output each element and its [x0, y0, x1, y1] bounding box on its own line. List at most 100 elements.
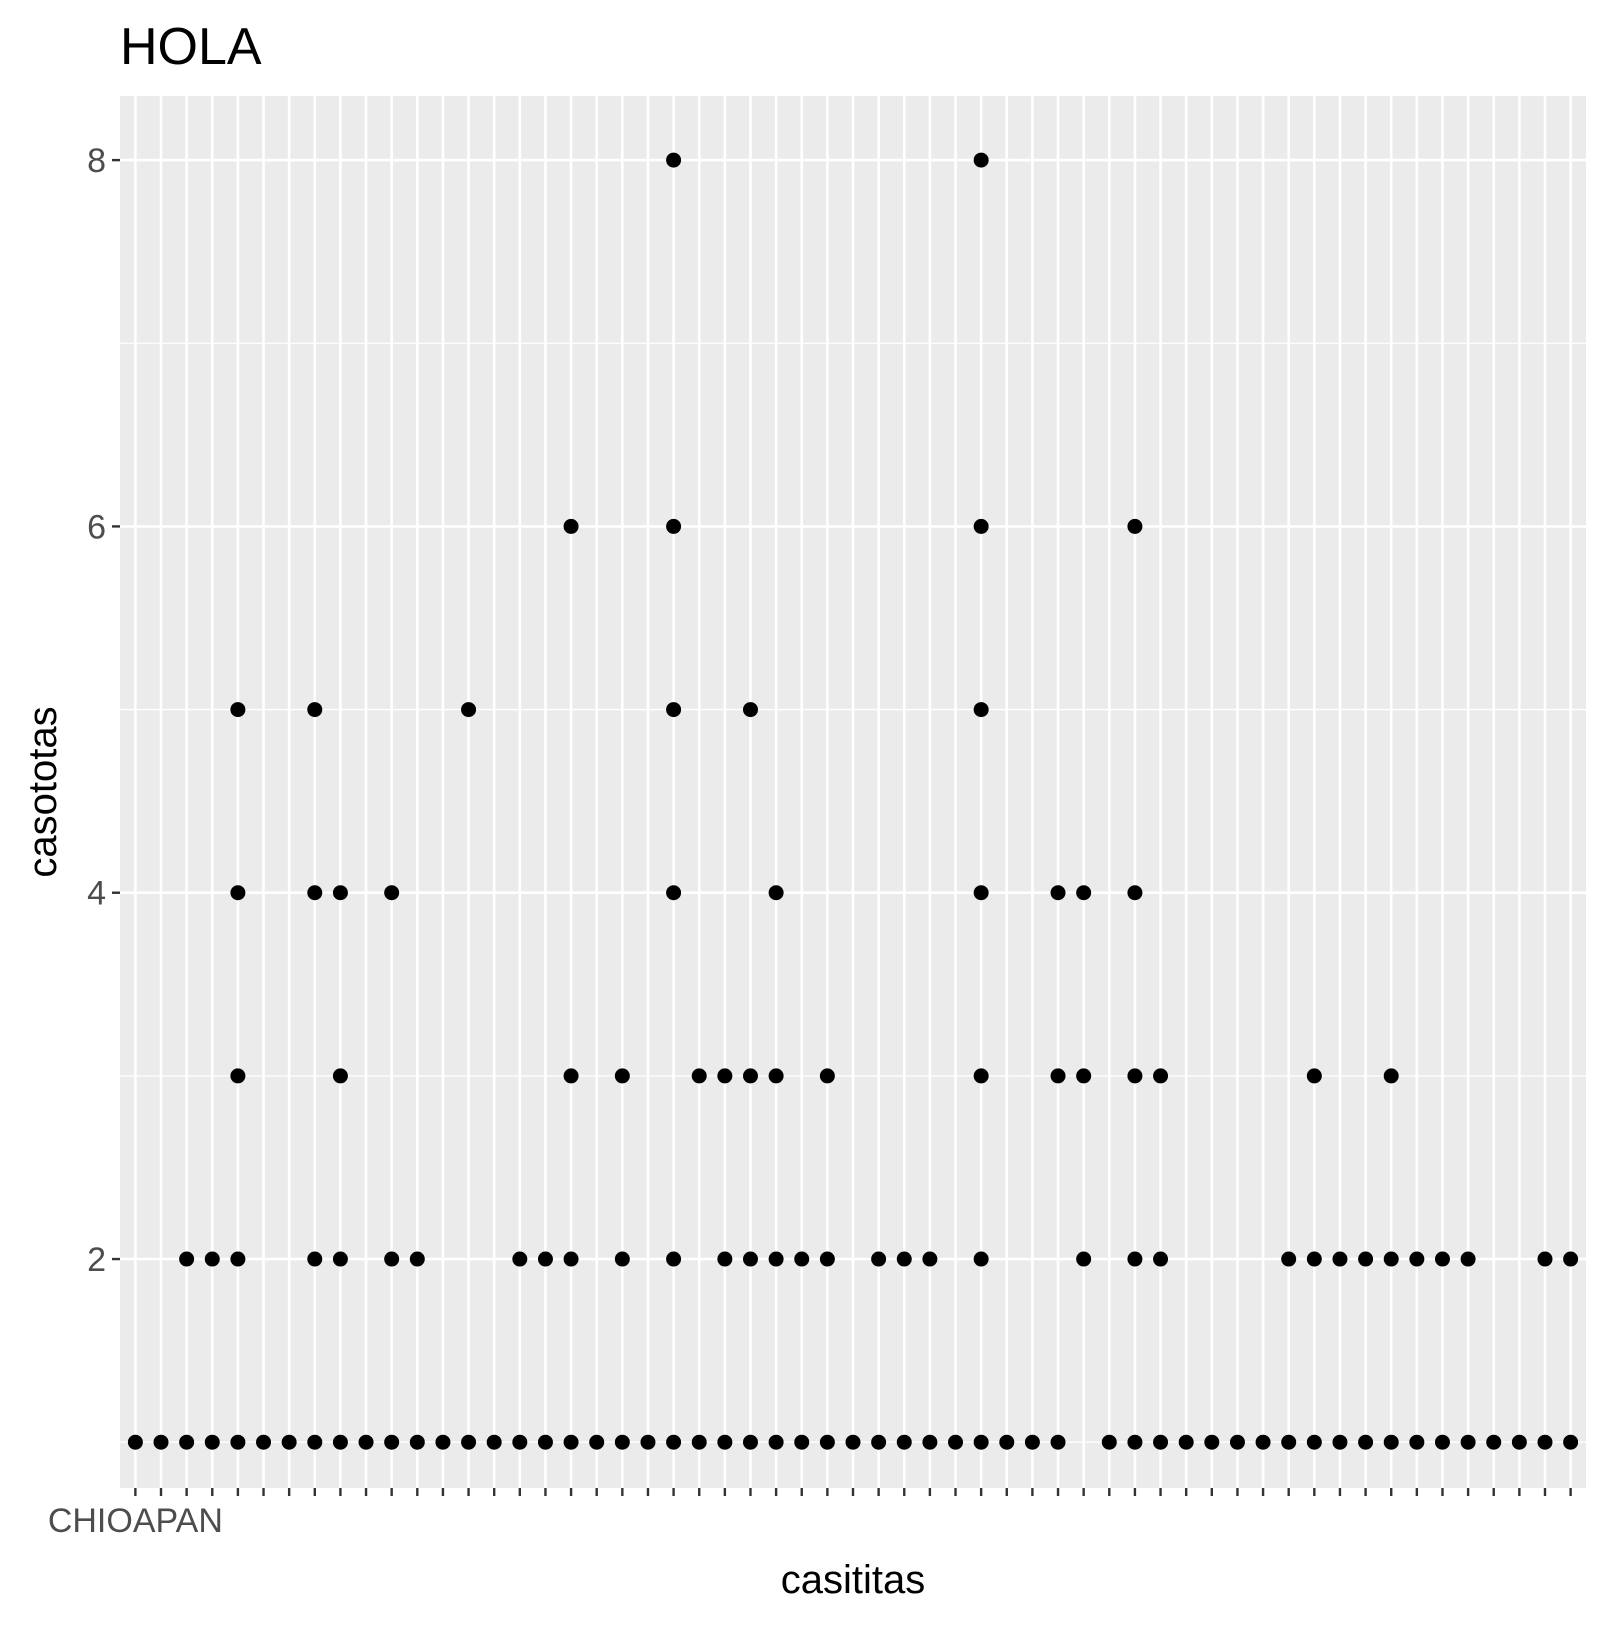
y-tick-label: 8: [87, 142, 106, 180]
data-point: [332, 1251, 348, 1267]
data-point: [1383, 1068, 1399, 1084]
data-point: [819, 1068, 835, 1084]
data-point: [384, 1251, 400, 1267]
data-point: [1537, 1434, 1553, 1450]
data-point: [1050, 1434, 1066, 1450]
data-point: [999, 1434, 1015, 1450]
data-point: [537, 1434, 553, 1450]
data-point: [179, 1251, 195, 1267]
chart-title: HOLA: [120, 18, 262, 76]
data-point: [1358, 1434, 1374, 1450]
data-point: [896, 1251, 912, 1267]
data-point: [1409, 1434, 1425, 1450]
data-point: [1050, 885, 1066, 901]
data-point: [563, 1251, 579, 1267]
data-point: [1460, 1434, 1476, 1450]
data-point: [1127, 518, 1143, 534]
data-point: [1204, 1434, 1220, 1450]
data-point: [230, 702, 246, 718]
data-point: [1358, 1251, 1374, 1267]
data-point: [871, 1251, 887, 1267]
data-point: [666, 1251, 682, 1267]
data-point: [307, 885, 323, 901]
data-point: [742, 1068, 758, 1084]
data-point: [1563, 1251, 1579, 1267]
y-tick-label: 6: [87, 508, 106, 546]
data-point: [589, 1434, 605, 1450]
data-point: [666, 702, 682, 718]
data-point: [1281, 1434, 1297, 1450]
data-point: [973, 702, 989, 718]
data-point: [1511, 1434, 1527, 1450]
data-point: [1383, 1434, 1399, 1450]
data-point: [922, 1251, 938, 1267]
data-point: [1127, 1434, 1143, 1450]
data-point: [1050, 1068, 1066, 1084]
points-layer: [127, 152, 1579, 1450]
data-point: [640, 1434, 656, 1450]
data-point: [717, 1251, 733, 1267]
data-point: [819, 1251, 835, 1267]
data-point: [742, 1251, 758, 1267]
data-point: [1153, 1068, 1169, 1084]
data-point: [230, 1251, 246, 1267]
data-point: [127, 1434, 143, 1450]
data-point: [230, 1068, 246, 1084]
data-point: [768, 885, 784, 901]
data-point: [973, 1251, 989, 1267]
data-point: [691, 1068, 707, 1084]
data-point: [461, 702, 477, 718]
data-point: [332, 885, 348, 901]
data-point: [973, 1434, 989, 1450]
data-point: [486, 1434, 502, 1450]
data-point: [768, 1251, 784, 1267]
data-point: [768, 1434, 784, 1450]
data-point: [1229, 1434, 1245, 1450]
data-point: [461, 1434, 477, 1450]
data-point: [537, 1251, 553, 1267]
data-point: [1281, 1251, 1297, 1267]
data-point: [230, 1434, 246, 1450]
data-point: [614, 1434, 630, 1450]
data-point: [1076, 1251, 1092, 1267]
data-point: [1306, 1068, 1322, 1084]
data-point: [384, 1434, 400, 1450]
data-point: [563, 518, 579, 534]
data-point: [614, 1068, 630, 1084]
data-point: [358, 1434, 374, 1450]
data-point: [1076, 885, 1092, 901]
data-point: [1306, 1251, 1322, 1267]
data-point: [871, 1434, 887, 1450]
data-point: [307, 1434, 323, 1450]
x-axis-title: casititas: [781, 1558, 926, 1602]
data-point: [512, 1434, 528, 1450]
data-point: [384, 885, 400, 901]
data-point: [1434, 1434, 1450, 1450]
data-point: [973, 518, 989, 534]
data-point: [1486, 1434, 1502, 1450]
data-point: [1178, 1434, 1194, 1450]
x-axis: CHIOAPAN: [48, 1488, 1572, 1540]
data-point: [1076, 1068, 1092, 1084]
data-point: [1153, 1251, 1169, 1267]
data-point: [332, 1068, 348, 1084]
data-point: [230, 885, 246, 901]
data-point: [1306, 1434, 1322, 1450]
y-axis-title: casototas: [21, 706, 65, 877]
data-point: [1101, 1434, 1117, 1450]
data-point: [1255, 1434, 1271, 1450]
data-point: [742, 1434, 758, 1450]
data-point: [614, 1251, 630, 1267]
data-point: [1127, 1068, 1143, 1084]
data-point: [794, 1434, 810, 1450]
data-point: [717, 1434, 733, 1450]
data-point: [819, 1434, 835, 1450]
data-point: [435, 1434, 451, 1450]
data-point: [1409, 1251, 1425, 1267]
data-point: [1434, 1251, 1450, 1267]
y-tick-label: 2: [87, 1241, 106, 1279]
data-point: [307, 1251, 323, 1267]
data-point: [1127, 1251, 1143, 1267]
y-tick-label: 4: [87, 875, 106, 913]
